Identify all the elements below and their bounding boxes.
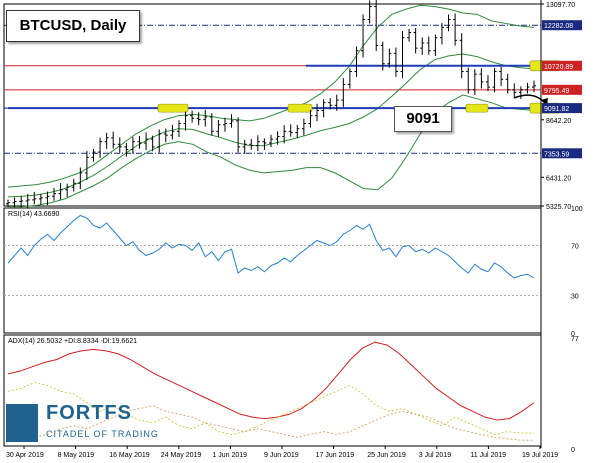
x-tick-label: 25 Jun 2019 (367, 452, 406, 459)
rsi-tick-label: 70 (571, 244, 579, 251)
fortfs-logo-icon (6, 404, 38, 442)
x-tick-label: 9 Jun 2019 (264, 452, 299, 459)
adx-line (7, 341, 535, 421)
adx-label: ADX(14) 26.5032 +DI:8.8334 -DI:19.6621 (8, 338, 137, 345)
x-tick-label: 11 Jul 2019 (470, 452, 506, 459)
highlight-marker (157, 103, 189, 113)
rsi-tick-label: 30 (571, 294, 579, 301)
bollinger-upper-band (7, 4, 535, 188)
rsi-tick-label: 100 (571, 206, 583, 213)
price-tick-label: 5325.70 (546, 204, 571, 211)
level-price-tag (542, 20, 582, 31)
price-tick-label: 8642.20 (546, 118, 571, 125)
level-price-label: 9091.82 (544, 106, 569, 113)
chart-title: BTCUSD, Daily (6, 10, 140, 42)
price-tick-label: 13097.70 (546, 2, 575, 9)
rsi-panel: RSI(14) 43.6690 (3, 207, 542, 334)
rsi-tick-label: 0 (571, 331, 575, 338)
highlight-marker (465, 103, 489, 113)
level-price-tag (542, 60, 582, 71)
x-tick-label: 1 Jun 2019 (212, 452, 247, 459)
x-tick-label: 19 Jul 2019 (522, 452, 558, 459)
rsi-label: RSI(14) 43.6690 (8, 211, 59, 218)
x-tick-label: 8 May 2019 (58, 452, 95, 459)
x-tick-label: 17 Jun 2019 (316, 452, 355, 459)
brand-name: FORTFS (46, 402, 132, 424)
panel-frame (3, 207, 542, 334)
brand-tagline: CITADEL OF TRADING (46, 429, 159, 439)
price-tick-label: 6431.20 (546, 175, 571, 182)
rsi-line (7, 214, 535, 279)
level-price-label: 10720.89 (544, 64, 573, 71)
bollinger-lower-band (8, 94, 535, 208)
x-tick-label: 16 May 2019 (109, 452, 150, 459)
level-callout: 9091 (394, 106, 452, 132)
adx-tick-label: 77 (571, 336, 579, 343)
level-price-tag (542, 148, 582, 159)
x-tick-label: 30 Apr 2019 (6, 452, 44, 459)
x-tick-label: 3 Jul 2019 (419, 452, 451, 459)
x-tick-label: 24 May 2019 (161, 452, 202, 459)
level-price-tag (542, 103, 582, 114)
level-price-label: 7353.59 (544, 151, 569, 158)
axis-layer: 12282.08 10720.89 9795.49 9091.82 7353.59 130… (6, 0, 583, 459)
highlight-marker (287, 103, 313, 113)
level-price-tag (542, 84, 582, 95)
level-price-label: 12282.08 (544, 23, 573, 30)
adx-tick-label: 0 (571, 447, 575, 454)
level-price-label: 9795.49 (544, 88, 569, 95)
